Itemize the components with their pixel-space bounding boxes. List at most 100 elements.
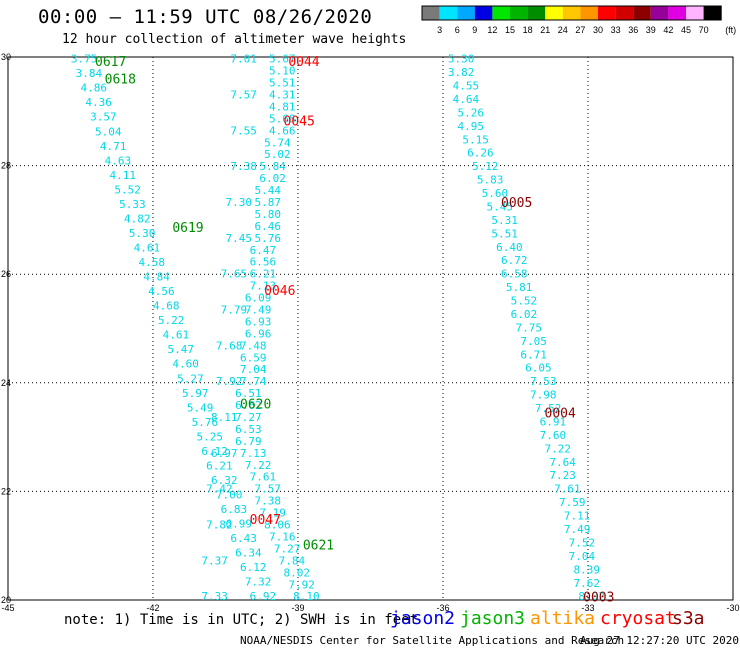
wave-height-value: 6.26 <box>467 147 494 160</box>
wave-height-value: 7.57 <box>230 88 256 101</box>
x-tick-label: -42 <box>146 603 159 613</box>
wave-height-value: 6.12 <box>201 445 228 458</box>
wave-height-value: 6.56 <box>250 256 277 269</box>
wave-height-value: 4.86 <box>81 82 108 95</box>
colorbar-swatch <box>545 6 563 20</box>
wave-height-value: 6.09 <box>245 292 271 305</box>
wave-height-value: 5.31 <box>491 214 518 227</box>
wave-height-value: 6.53 <box>235 423 262 436</box>
wave-height-value: 7.32 <box>245 576 271 589</box>
colorbar-label: 36 <box>628 25 638 35</box>
wave-height-value: 7.42 <box>206 483 233 496</box>
wave-height-value: 8.11 <box>211 411 238 424</box>
wave-height-value: 7.55 <box>230 124 256 137</box>
wave-height-value: 4.58 <box>139 256 166 269</box>
wave-height-value: 7.33 <box>201 590 228 603</box>
wave-height-value: 7.01 <box>230 53 256 66</box>
colorbar-swatch <box>580 6 598 20</box>
y-tick-label: 20 <box>1 595 11 605</box>
colorbar-unit: (ft) <box>725 25 736 35</box>
wave-height-value: 5.45 <box>487 200 514 213</box>
wave-height-value: 6.97 <box>211 447 238 460</box>
wave-height-value: 5.04 <box>95 125 122 138</box>
colorbar-swatch <box>615 6 634 20</box>
colorbar-label: 33 <box>611 25 621 35</box>
color-scale-bar: 3 6 9 12 15 18 21 24 27 30 33 36 39 42 45 70 (ft) <box>421 5 736 35</box>
wave-height-value: 3.82 <box>448 66 475 79</box>
legend-s3a: s3a <box>672 608 705 629</box>
wave-height-value: 5.30 <box>129 227 156 240</box>
wave-height-value: 3.75 <box>71 53 98 66</box>
colorbar-swatch <box>650 6 669 20</box>
wave-height-value: 6.32 <box>211 474 238 487</box>
pass-label: 0620 <box>240 397 271 412</box>
wave-height-value: 5.76 <box>192 416 219 429</box>
colorbar-swatch <box>457 6 475 20</box>
wave-height-value: 7.16 <box>269 530 296 543</box>
x-tick-label: -39 <box>291 603 304 613</box>
pass-label: 0619 <box>172 221 203 236</box>
colorbar-label: 12 <box>487 25 497 35</box>
wave-height-value: 4.81 <box>269 100 296 113</box>
wave-height-value: 5.26 <box>458 106 485 119</box>
wave-height-value: 6.43 <box>230 532 256 545</box>
chart-title: 00:00 – 11:59 UTC 08/26/2020 <box>38 6 373 28</box>
wave-height-value: 7.52 <box>569 536 596 549</box>
pass-label: 0044 <box>288 55 319 70</box>
colorbar-swatch <box>633 6 651 20</box>
legend-jason3: jason3 <box>460 608 526 629</box>
wave-height-value: 5.52 <box>511 295 537 308</box>
wave-height-value: 7.92 <box>216 375 243 388</box>
wave-height-value: 6.51 <box>235 387 262 400</box>
y-tick-label: 24 <box>1 378 11 388</box>
wave-height-value: 5.27 <box>177 372 204 385</box>
wave-height-value: 8.02 <box>284 566 311 579</box>
wave-height-value: 7.68 <box>216 339 243 352</box>
colorbar-swatch <box>598 6 616 20</box>
colorbar-swatch <box>422 6 440 20</box>
wave-height-value: 6.62 <box>235 399 262 412</box>
colorbar-swatch <box>686 6 704 20</box>
wave-height-value: 5.49 <box>187 401 214 414</box>
wave-height-value: 6.92 <box>250 590 277 603</box>
wave-height-value: 4.84 <box>143 271 170 284</box>
wave-height-value: 6.34 <box>235 547 262 560</box>
colorbar-swatch <box>527 6 546 20</box>
wave-height-value: 4.11 <box>110 169 137 182</box>
wave-height-value: 7.38 <box>230 160 256 173</box>
wave-height-value: 3.57 <box>90 111 117 124</box>
wave-height-value: 7.13 <box>240 447 267 460</box>
wave-height-value: 7.84 <box>279 554 306 567</box>
wave-height-value: 6.59 <box>240 351 267 364</box>
wave-height-value: 5.87 <box>255 196 282 209</box>
wave-height-value: 7.23 <box>549 469 576 482</box>
wave-height-value: 7.53 <box>530 375 557 388</box>
y-tick-label: 22 <box>1 486 11 496</box>
wave-height-value: 6.21 <box>250 268 277 281</box>
wave-height-value: 7.92 <box>288 578 315 591</box>
wave-height-value: 6.72 <box>501 254 528 267</box>
colorbar-label: 15 <box>505 25 515 35</box>
wave-height-value: 5.33 <box>119 198 145 211</box>
colorbar-frame <box>421 5 722 21</box>
colorbar-swatch <box>668 6 686 20</box>
legend-cryosat: cryosat <box>600 608 676 629</box>
wave-height-value: 5.83 <box>477 174 504 187</box>
pass-label: 0621 <box>303 539 334 554</box>
wave-height-value: 5.30 <box>448 53 475 66</box>
wave-height-value: 6.99 <box>226 518 253 531</box>
footnote: note: 1) Time is in UTC; 2) SWH is in fe… <box>64 612 419 628</box>
wave-height-value: 7.37 <box>201 554 228 567</box>
wave-height-value: 5.84 <box>259 160 286 173</box>
pass-label: 0005 <box>501 196 532 211</box>
wave-height-value: 4.63 <box>105 154 131 167</box>
wave-height-value: 4.61 <box>163 329 190 342</box>
colorbar-label: 3 <box>437 25 442 35</box>
wave-height-value: 6.91 <box>540 415 567 428</box>
wave-height-value: 5.74 <box>264 136 291 149</box>
wave-height-value: 8.02 <box>578 590 605 603</box>
wave-height-value: 7.57 <box>255 483 282 496</box>
wave-height-value: 7.00 <box>216 488 243 501</box>
wave-height-value: 5.47 <box>168 343 195 356</box>
